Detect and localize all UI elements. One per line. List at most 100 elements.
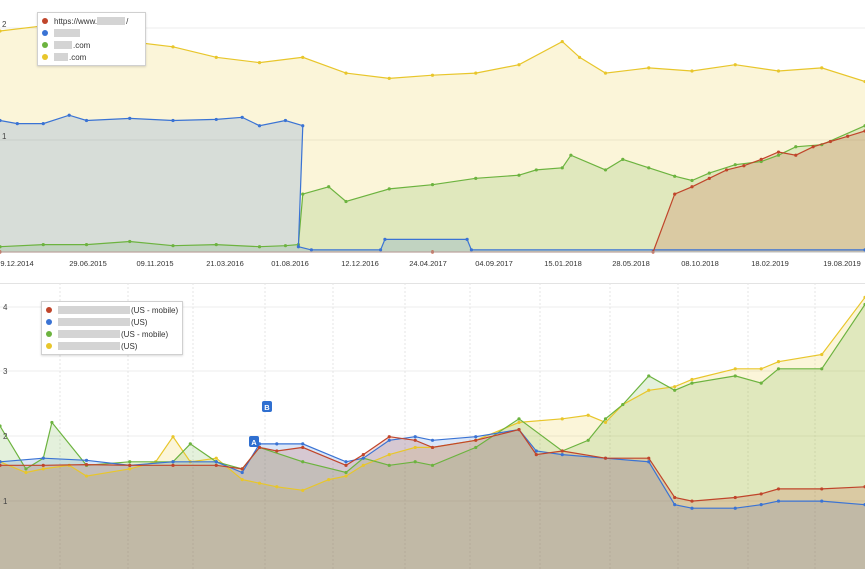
data-point [214, 55, 218, 59]
data-point [690, 185, 694, 189]
data-point [474, 435, 478, 439]
redacted-text [54, 29, 80, 37]
legend-dot [46, 331, 52, 337]
data-point [707, 176, 711, 180]
x-tick-label: 24.04.2017 [409, 259, 447, 268]
series-area [0, 115, 865, 252]
data-point [560, 453, 564, 457]
data-point [309, 248, 313, 252]
data-point [171, 45, 175, 49]
data-point [413, 438, 417, 442]
data-point [41, 456, 45, 460]
data-point [707, 171, 711, 175]
legend-label-suffix: (US - mobile) [121, 329, 169, 339]
data-point [0, 463, 2, 467]
data-point [301, 488, 305, 492]
x-tick-label: 09.11.2015 [136, 259, 174, 268]
legend-item[interactable]: (US - mobile) [42, 328, 182, 340]
data-point [344, 460, 348, 464]
redacted-text [58, 342, 120, 350]
data-point [84, 458, 89, 462]
legend-dot [46, 319, 52, 325]
redacted-text [58, 306, 130, 314]
data-point [344, 71, 348, 75]
data-point [188, 442, 192, 446]
annotation-label: B [264, 403, 270, 412]
data-point [647, 460, 651, 464]
data-point [0, 460, 2, 464]
data-point [603, 71, 608, 75]
data-point [733, 163, 737, 167]
data-point [690, 178, 694, 183]
data-point [647, 166, 651, 170]
data-point [387, 453, 391, 457]
legend-dot [42, 54, 48, 60]
data-point [50, 420, 54, 425]
data-point [534, 168, 538, 172]
data-point [673, 192, 677, 196]
x-tick-label: 08.10.2018 [681, 259, 719, 268]
data-point [387, 438, 391, 442]
top-legend: https://www. / .com .com [37, 12, 146, 66]
data-point [84, 243, 89, 247]
legend-dot [46, 343, 52, 349]
data-point [171, 460, 175, 464]
legend-item[interactable]: .com [38, 51, 145, 63]
series-area [0, 297, 865, 569]
data-point [361, 463, 365, 467]
data-point [469, 248, 474, 252]
data-point [776, 150, 781, 154]
redacted-text [97, 17, 126, 25]
data-point [214, 243, 218, 247]
data-point [327, 478, 331, 482]
data-point [413, 435, 417, 439]
data-point [776, 153, 781, 157]
data-point [846, 134, 850, 138]
data-point [474, 176, 478, 180]
x-tick-label: 21.03.2016 [206, 259, 244, 268]
y-tick-label: 3 [3, 367, 8, 376]
data-point [733, 495, 737, 500]
legend-item[interactable]: https://www. / [38, 15, 145, 27]
legend-item[interactable]: (US - mobile) [42, 304, 182, 316]
data-point [41, 467, 45, 471]
legend-item[interactable]: (US) [42, 316, 182, 328]
data-point [283, 118, 288, 123]
series-line [0, 428, 865, 509]
redacted-text [58, 318, 130, 326]
data-point [301, 442, 305, 446]
legend-dot [42, 30, 48, 36]
data-point [569, 153, 573, 157]
data-point [673, 388, 677, 392]
data-point [84, 463, 89, 467]
data-point [474, 445, 478, 450]
data-point [603, 456, 608, 460]
legend-item[interactable] [38, 27, 145, 39]
data-point [383, 237, 387, 241]
legend-item[interactable]: (US) [42, 340, 182, 352]
data-point [15, 122, 19, 126]
data-point [690, 377, 694, 382]
data-point [240, 470, 244, 475]
x-tick-label: 01.08.2016 [271, 259, 309, 268]
data-point [517, 427, 521, 432]
legend-label: https://www. [54, 16, 98, 26]
data-point [257, 124, 262, 128]
series-area [0, 429, 865, 569]
data-point [301, 192, 305, 196]
data-point [776, 499, 781, 503]
legend-label-suffix: / [126, 16, 129, 26]
data-point [387, 463, 391, 467]
data-point [673, 174, 677, 178]
data-point [794, 153, 798, 157]
x-tick-label: 9.12.2014 [0, 259, 34, 268]
data-point [603, 417, 608, 421]
data-point [171, 435, 175, 439]
legend-item[interactable]: .com [38, 39, 145, 51]
data-point [690, 499, 694, 503]
x-tick-label: 29.06.2015 [69, 259, 107, 268]
annotation-marker [249, 436, 259, 447]
data-point [275, 485, 279, 489]
data-point [344, 199, 348, 204]
